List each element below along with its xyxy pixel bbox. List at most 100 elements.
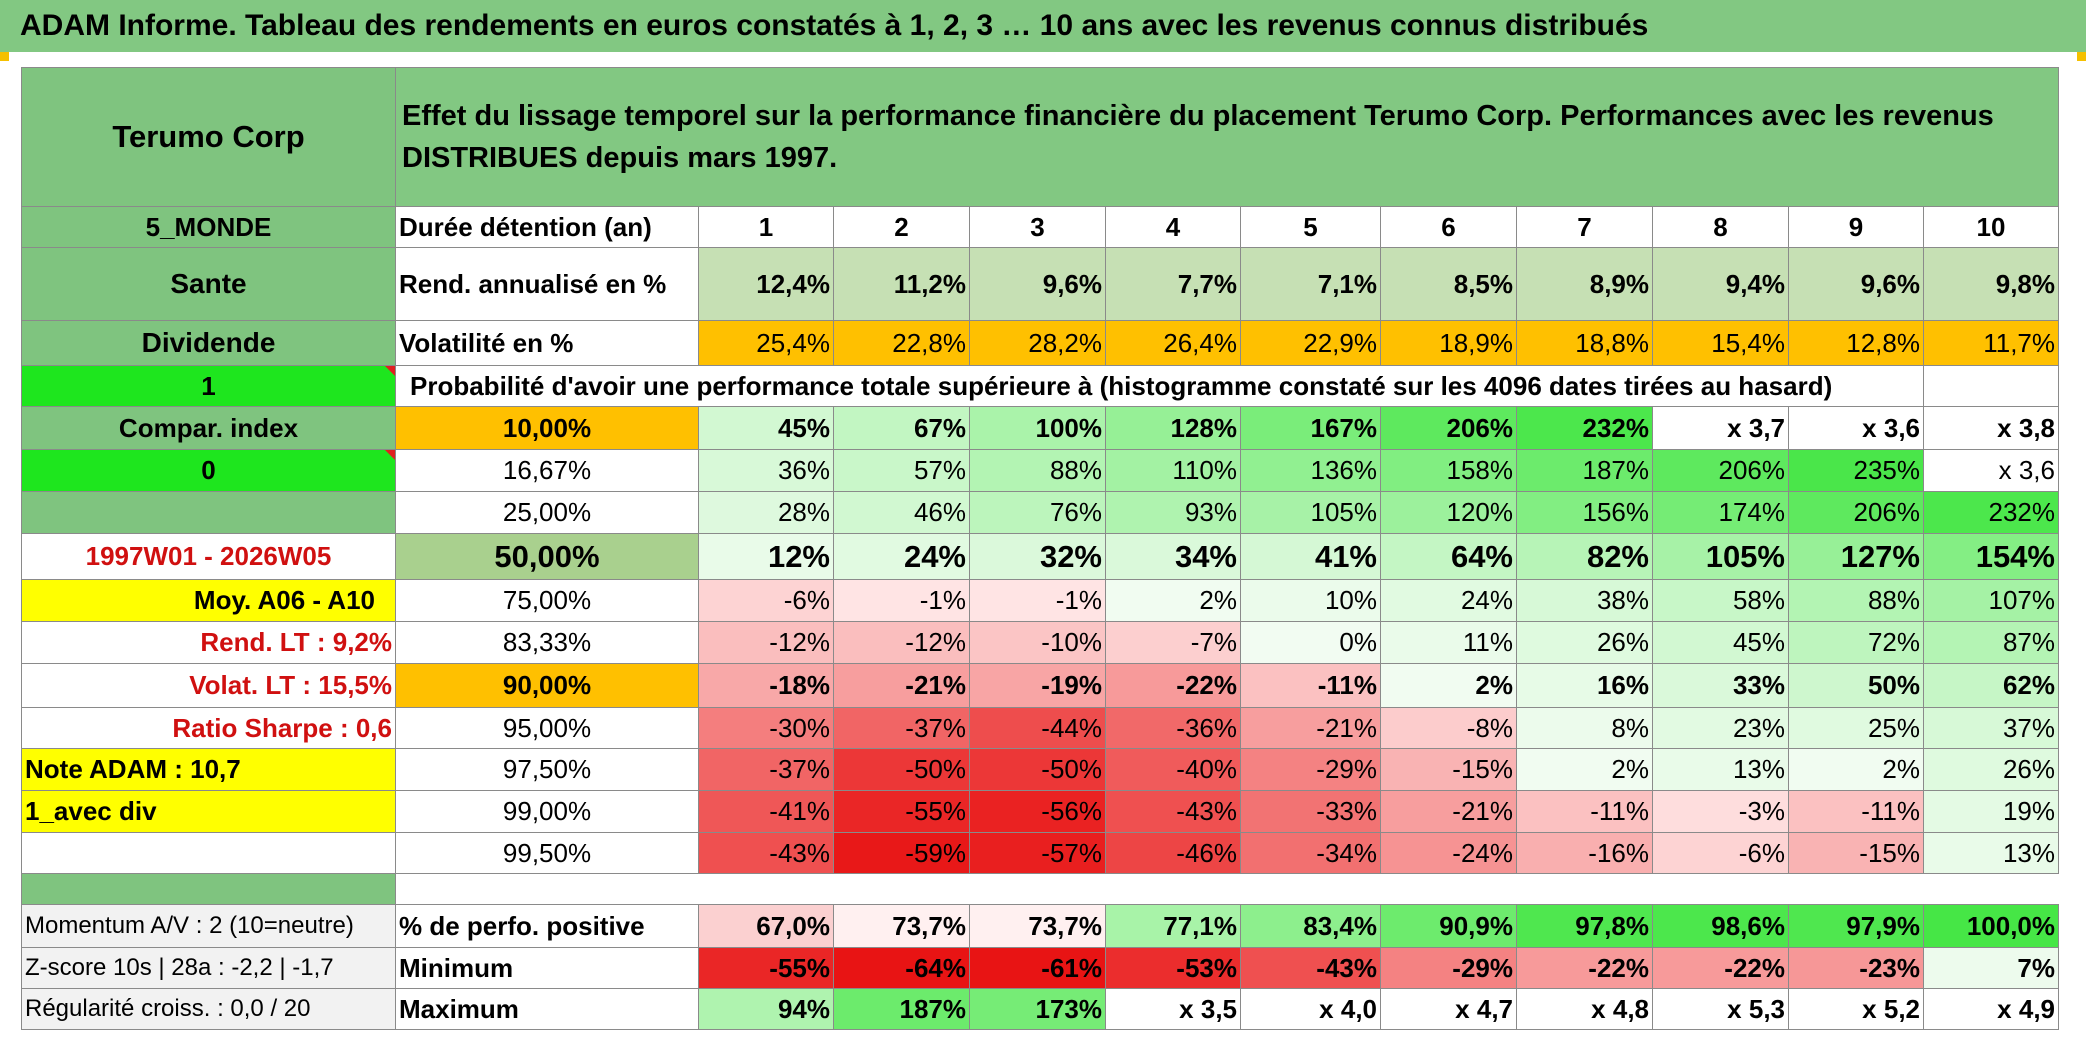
quantile-cell: 23% [1652,707,1789,749]
maximum-cell: x 5,3 [1652,988,1789,1030]
quantile-cell: 2% [1516,748,1653,791]
quantile-cell: 12% [698,533,834,580]
title-bar: ADAM Informe. Tableau des rendements en … [0,0,2086,52]
quantile-cell: -59% [833,832,970,874]
quantile-cell: 28% [698,491,834,534]
quantile-cell: 24% [1380,579,1517,622]
volat-cell: 22,9% [1240,320,1381,366]
quantile-cell: -15% [1788,832,1924,874]
quantile-cell: -11% [1788,790,1924,833]
quantile-cell: 76% [969,491,1106,534]
quantile-cell: -57% [969,832,1106,874]
minimum-cell: -29% [1380,947,1517,989]
minimum-cell: -23% [1788,947,1924,989]
quantile-cell: -43% [1105,790,1241,833]
selector-0[interactable]: 0 [21,449,396,492]
mode-label: Dividende [21,320,396,366]
duree-label: Durée détention (an) [395,206,699,248]
quantile-cell: 136% [1240,449,1381,492]
quantile-cell: 2% [1380,663,1517,708]
quantile-cell: 174% [1652,491,1789,534]
quantile-cell: 32% [969,533,1106,580]
quantile-cell: -12% [698,621,834,664]
quantile-cell: 100% [969,406,1106,450]
pct-pos-cell: 83,4% [1240,904,1381,948]
asset-name: Terumo Corp [21,67,396,207]
quantile-cell: 158% [1380,449,1517,492]
volat-cell: 22,8% [833,320,970,366]
minimum-cell: -55% [698,947,834,989]
quantile-cell: 34% [1105,533,1241,580]
quantile-cell: 64% [1380,533,1517,580]
momentum-label: Momentum A/V : 2 (10=neutre) [21,904,396,948]
quantile-label: 50,00% [395,533,699,580]
quantile-cell: -30% [698,707,834,749]
year-header: 7 [1516,206,1653,248]
regularite-label: Régularité croiss. : 0,0 / 20 [21,988,396,1030]
maximum-cell: x 3,5 [1105,988,1241,1030]
quantile-cell: -10% [969,621,1106,664]
quantile-cell: 206% [1788,491,1924,534]
rend-cell: 11,2% [833,247,970,321]
year-header: 6 [1380,206,1517,248]
quantile-cell: 105% [1240,491,1381,534]
year-header: 4 [1105,206,1241,248]
quantile-cell: -1% [969,579,1106,622]
quantile-cell: -44% [969,707,1106,749]
rend-label: Rend. annualisé en % [395,247,699,321]
quantile-cell: 128% [1105,406,1241,450]
quantile-cell: -6% [1652,832,1789,874]
quantile-cell: 19% [1923,790,2059,833]
blank-side-cell [21,491,396,534]
quantile-cell: 206% [1380,406,1517,450]
pct-pos-label: % de perfo. positive [395,904,699,948]
quantile-cell: -11% [1240,663,1381,708]
year-header: 8 [1652,206,1789,248]
quantile-cell: 41% [1240,533,1381,580]
rend-lt-label: Rend. LT : 9,2% [21,621,396,664]
selector-1[interactable]: 1 [21,365,396,407]
quantile-label: 16,67% [395,449,699,492]
minimum-cell: 7% [1923,947,2059,989]
volat-cell: 12,8% [1788,320,1924,366]
quantile-cell: -3% [1652,790,1789,833]
year-header: 5 [1240,206,1381,248]
quantile-cell: -12% [833,621,970,664]
quantile-cell: -29% [1240,748,1381,791]
quantile-cell: 57% [833,449,970,492]
corner-marker [0,52,9,61]
rend-cell: 9,8% [1923,247,2059,321]
corner-marker [2077,52,2086,61]
maximum-label: Maximum [395,988,699,1030]
quantile-cell: 154% [1923,533,2059,580]
quantile-cell: -41% [698,790,834,833]
empty-cell [1923,365,2059,407]
pct-pos-cell: 67,0% [698,904,834,948]
quantile-cell: 2% [1105,579,1241,622]
pct-pos-cell: 90,9% [1380,904,1517,948]
quantile-cell: 10% [1240,579,1381,622]
quantile-label: 10,00% [395,406,699,450]
quantile-cell: 33% [1652,663,1789,708]
quantile-cell: -7% [1105,621,1241,664]
quantile-label: 75,00% [395,579,699,622]
quantile-label: 97,50% [395,748,699,791]
rend-cell: 9,6% [969,247,1106,321]
volat-cell: 25,4% [698,320,834,366]
quantile-label: 95,00% [395,707,699,749]
pct-pos-cell: 98,6% [1652,904,1789,948]
quantile-cell: 37% [1923,707,2059,749]
quantile-cell: -46% [1105,832,1241,874]
quantile-cell: 62% [1923,663,2059,708]
maximum-cell: x 5,2 [1788,988,1924,1030]
quantile-label: 25,00% [395,491,699,534]
volat-cell: 15,4% [1652,320,1789,366]
maximum-cell: x 4,8 [1516,988,1653,1030]
sharpe-label: Ratio Sharpe : 0,6 [21,707,396,749]
moy-label: Moy. A06 - A10 [21,579,396,622]
quantile-label: 83,33% [395,621,699,664]
quantile-cell: 107% [1923,579,2059,622]
minimum-cell: -61% [969,947,1106,989]
period-label: 1997W01 - 2026W05 [21,533,396,580]
